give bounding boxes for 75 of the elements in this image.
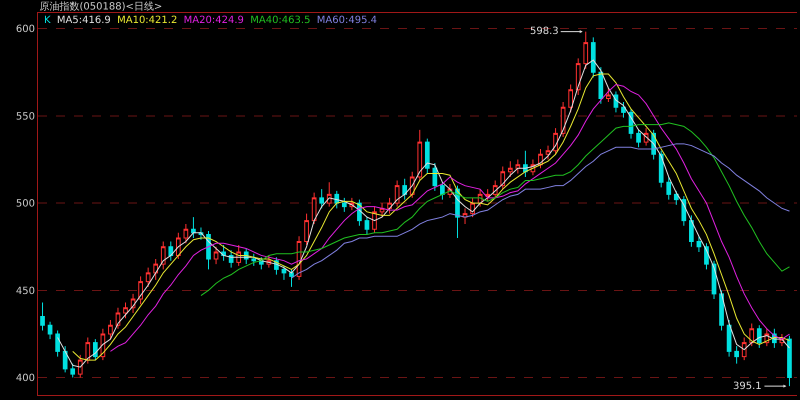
candlestick	[70, 363, 76, 378]
candlestick	[380, 202, 384, 218]
candlestick	[108, 320, 113, 340]
candlestick	[576, 58, 581, 96]
candlestick	[312, 192, 316, 225]
candlestick	[726, 320, 732, 358]
candlestick	[606, 88, 611, 102]
candlestick	[560, 101, 566, 138]
candlestick	[153, 258, 158, 280]
text: K	[44, 15, 51, 26]
candlestick	[62, 346, 68, 373]
candlestick	[138, 276, 143, 305]
annotation: 395.1	[733, 381, 762, 392]
text: MA10:421.2	[117, 15, 178, 26]
y-tick-label: 600	[16, 24, 35, 36]
candlestick	[712, 260, 716, 300]
candlestick	[364, 216, 370, 236]
candlestick	[40, 302, 45, 331]
candlestick	[614, 90, 618, 113]
candlestick	[546, 145, 550, 160]
candlestick	[553, 128, 558, 155]
candlestick	[424, 138, 430, 174]
candlestick	[568, 84, 574, 113]
chart-title: 原油指数(050188)<日线>	[40, 0, 162, 12]
candlestick	[696, 236, 702, 252]
candlestick	[191, 216, 196, 239]
candlestick	[184, 224, 188, 244]
candlestick	[508, 160, 513, 178]
candlestick	[394, 180, 400, 208]
candlestick	[636, 129, 641, 148]
candlestick	[160, 241, 166, 270]
text: MA60:495.4	[316, 15, 377, 26]
candlestick	[516, 159, 520, 174]
candlestick	[55, 330, 60, 358]
candlestick	[319, 188, 324, 209]
candlestick	[689, 214, 694, 248]
candlestick	[214, 246, 218, 265]
candlestick	[681, 196, 686, 226]
candlestick	[440, 182, 445, 200]
y-tick-label: 400	[16, 373, 35, 384]
candlestick	[742, 336, 747, 361]
text: MA40:463.5	[250, 15, 310, 26]
candlestick	[48, 321, 52, 340]
candlestick	[282, 265, 286, 280]
annotation: 598.3	[530, 26, 559, 37]
candlestick	[500, 166, 506, 190]
candlestick	[658, 150, 664, 188]
y-tick-label: 500	[16, 198, 35, 210]
text: MA20:424.9	[184, 15, 244, 26]
candlestick	[590, 36, 596, 78]
text: MA5:416.9	[56, 15, 111, 26]
candlestick	[417, 129, 422, 181]
candlestick	[146, 267, 150, 288]
candlestick	[116, 307, 120, 330]
line-series	[200, 122, 790, 296]
y-tick-label: 550	[16, 111, 35, 122]
candlestick	[387, 197, 392, 214]
candlestick	[621, 101, 626, 118]
candlestick	[168, 241, 174, 262]
candlestick	[666, 176, 672, 200]
candlestick	[462, 208, 468, 225]
candlestick	[289, 268, 294, 288]
y-tick-label: 450	[16, 286, 35, 297]
candlestick	[719, 290, 724, 331]
candlestick	[756, 324, 762, 348]
candlestick	[251, 253, 256, 266]
candlestick	[123, 302, 128, 319]
candlestick	[787, 335, 792, 387]
candlestick	[304, 213, 309, 246]
candlestick	[734, 346, 739, 364]
candlestick	[342, 197, 347, 212]
candlestick	[78, 354, 83, 378]
line-series	[291, 143, 790, 279]
candlestick	[402, 178, 408, 200]
candlestick	[228, 250, 234, 268]
